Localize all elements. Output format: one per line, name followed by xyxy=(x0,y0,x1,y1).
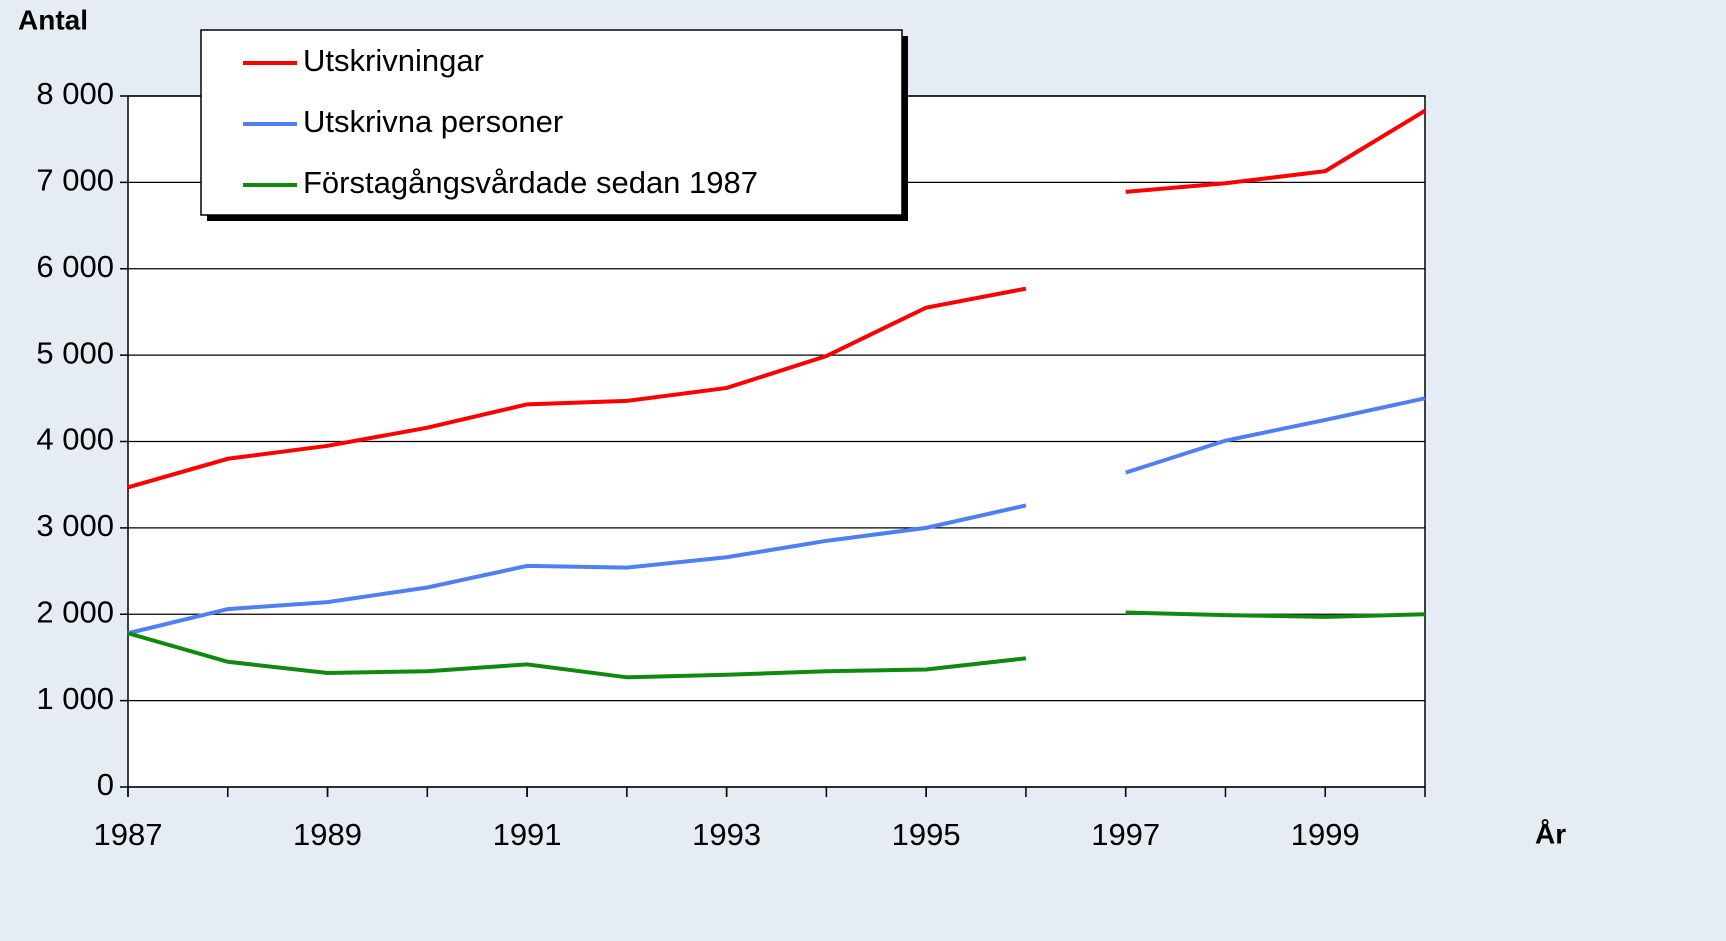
y-tick-label: 4 000 xyxy=(36,422,114,457)
line-series xyxy=(1125,396,1426,475)
line-series xyxy=(127,286,1027,490)
x-tick-label: 1989 xyxy=(293,817,362,852)
y-tick-label: 0 xyxy=(97,767,114,802)
y-tick-label: 5 000 xyxy=(36,335,114,370)
legend-label: Förstagångsvårdade sedan 1987 xyxy=(303,165,758,200)
y-tick-label: 3 000 xyxy=(36,508,114,543)
legend-label: Utskrivna personer xyxy=(303,104,563,139)
legend-label: Utskrivningar xyxy=(303,43,484,78)
x-tick-label: 1987 xyxy=(94,817,163,852)
y-axis-title: Antal xyxy=(18,4,88,35)
x-axis-title: År xyxy=(1535,818,1566,849)
x-tick-label: 1997 xyxy=(1091,817,1160,852)
line-series xyxy=(127,631,1027,680)
y-tick-label: 1 000 xyxy=(36,681,114,716)
line-series xyxy=(127,503,1027,636)
x-tick-label: 1991 xyxy=(493,817,562,852)
y-tick-label: 8 000 xyxy=(36,76,114,111)
x-tick-label: 1995 xyxy=(892,817,961,852)
y-tick-label: 2 000 xyxy=(36,594,114,629)
line-series xyxy=(1125,610,1426,619)
y-tick-label: 7 000 xyxy=(36,163,114,198)
y-tick-label: 6 000 xyxy=(36,249,114,284)
x-tick-label: 1999 xyxy=(1291,817,1360,852)
line-series xyxy=(1125,108,1427,194)
x-tick-label: 1993 xyxy=(692,817,761,852)
legend xyxy=(200,29,903,216)
